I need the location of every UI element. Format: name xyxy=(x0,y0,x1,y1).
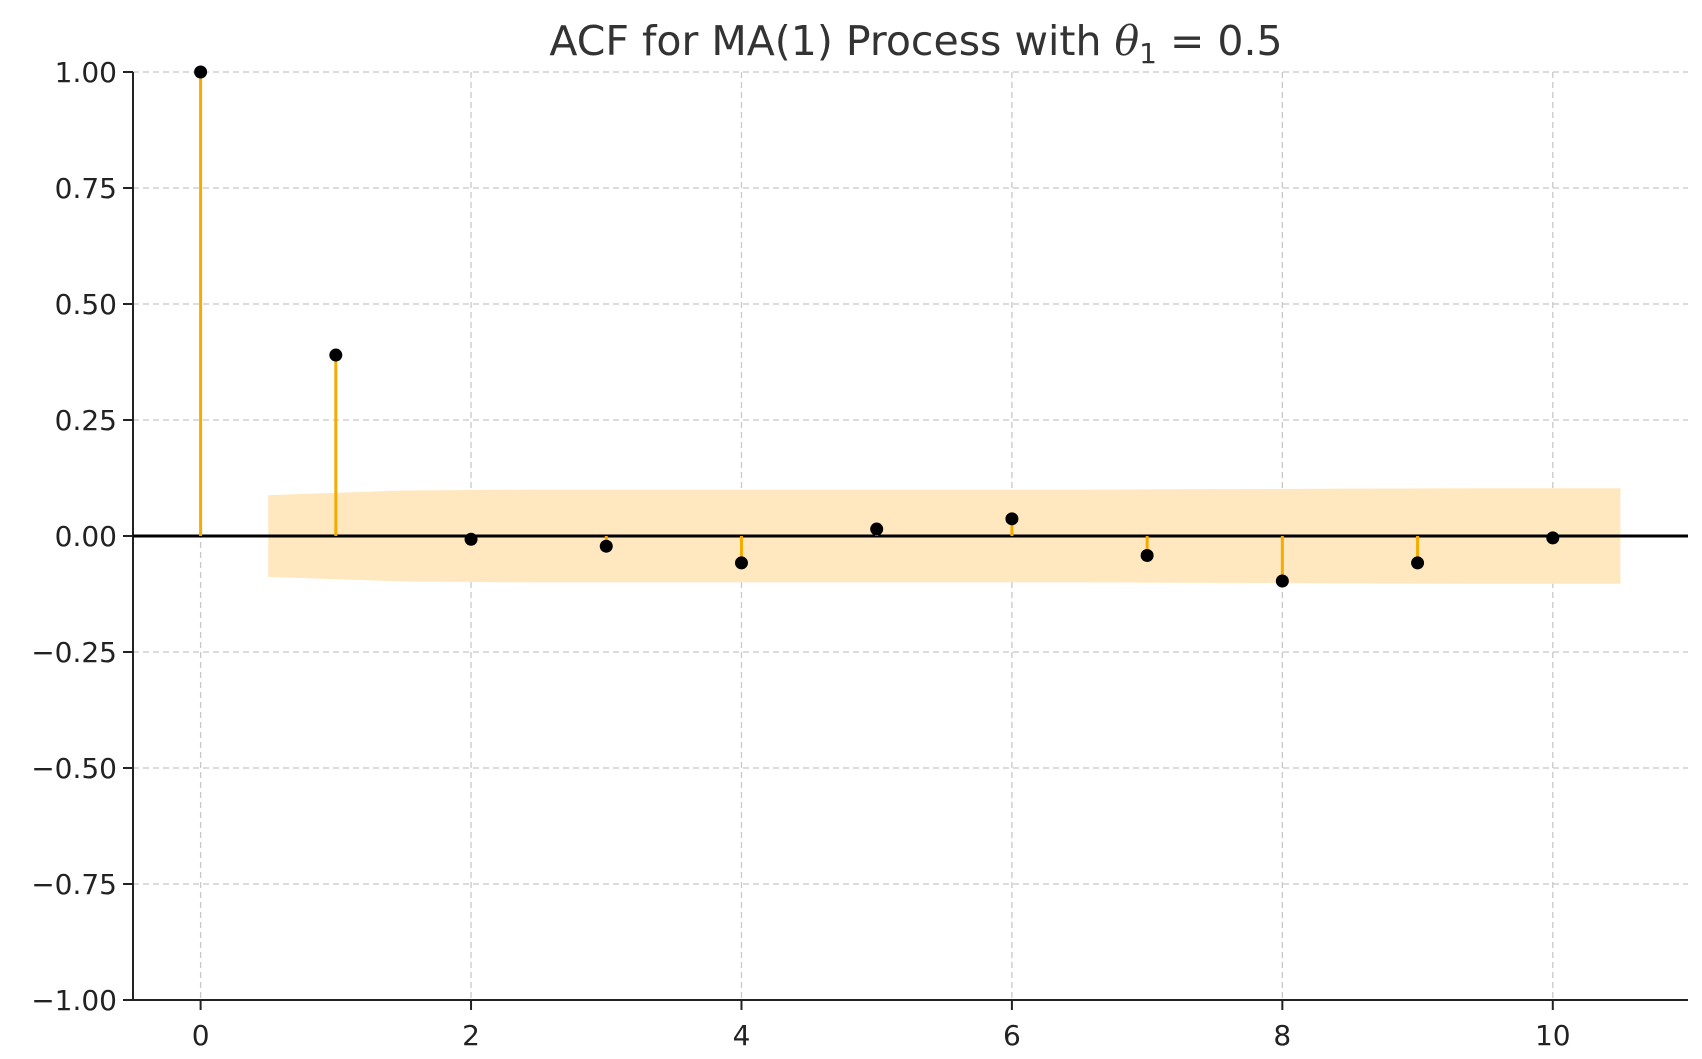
acf-marker-lag-8 xyxy=(1275,574,1289,588)
x-tick-label-0: 0 xyxy=(192,1019,210,1052)
acf-marker-lag-6 xyxy=(1005,512,1019,526)
y-tick-label-2: 0.50 xyxy=(55,288,117,321)
acf-marker-lag-10 xyxy=(1546,531,1560,545)
acf-marker-lag-7 xyxy=(1140,548,1154,562)
y-tick-label-3: 0.25 xyxy=(55,404,117,437)
y-tick-label-8: −1.00 xyxy=(31,984,117,1017)
y-tick-label-6: −0.50 xyxy=(31,752,117,785)
y-tick-label-4: 0.00 xyxy=(55,520,117,553)
chart-title-theta: θ xyxy=(1114,17,1139,65)
y-tick-label-1: 0.75 xyxy=(55,172,117,205)
stem-layer xyxy=(194,65,1560,588)
acf-marker-lag-0 xyxy=(194,65,208,79)
y-tick-label-7: −0.75 xyxy=(31,868,117,901)
y-tick-label-0: 1.00 xyxy=(55,56,117,89)
chart-title: ACF for MA(1) Process with θ1 = 0.5 xyxy=(549,17,1282,70)
axes-layer xyxy=(123,71,1688,1010)
acf-marker-lag-4 xyxy=(734,556,748,570)
acf-marker-lag-1 xyxy=(329,348,343,362)
chart-title-subscript: 1 xyxy=(1139,37,1157,70)
acf-marker-lag-9 xyxy=(1411,556,1425,570)
x-tick-label-2: 4 xyxy=(733,1019,751,1052)
x-tick-label-3: 6 xyxy=(1003,1019,1021,1052)
x-tick-label-5: 10 xyxy=(1535,1019,1571,1052)
tick-label-layer: 1.00 0.75 0.50 0.25 0.00 −0.25 −0.50 −0.75 −1.00… xyxy=(31,56,1570,1052)
acf-marker-lag-2 xyxy=(464,532,478,546)
x-tick-label-4: 8 xyxy=(1273,1019,1291,1052)
chart-title-suffix: = 0.5 xyxy=(1157,17,1283,65)
acf-marker-lag-3 xyxy=(599,539,613,553)
chart-title-prefix: ACF for MA(1) Process with xyxy=(549,17,1114,65)
x-tick-label-1: 2 xyxy=(462,1019,480,1052)
acf-marker-lag-5 xyxy=(870,522,884,536)
y-tick-label-5: −0.25 xyxy=(31,636,117,669)
